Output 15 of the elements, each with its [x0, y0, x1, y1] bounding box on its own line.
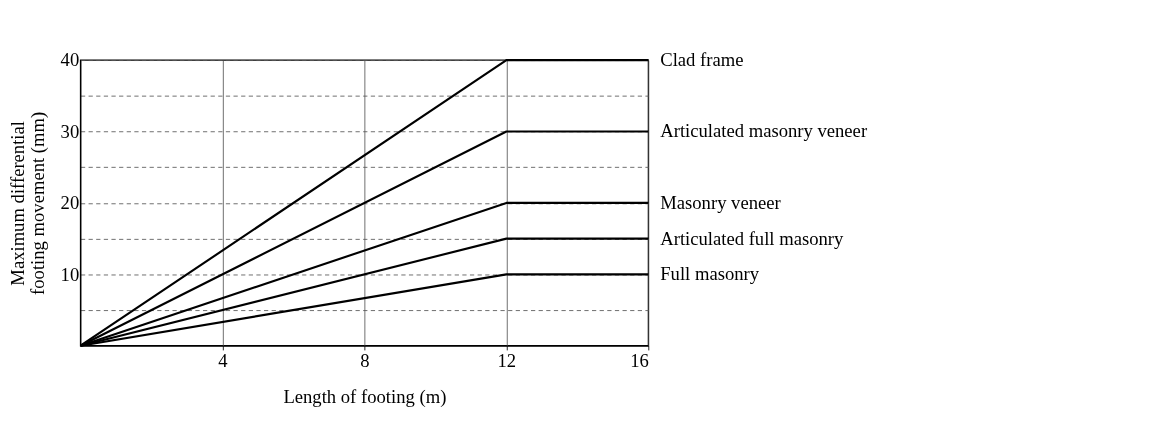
x-axis-title: Length of footing (m)	[283, 385, 447, 408]
x-tick-label: 12	[497, 349, 517, 371]
y-axis-title: Maximum differential footing movement (mm)	[7, 111, 50, 295]
x-tick-label: 4	[218, 349, 229, 371]
y-tick-label: 10	[60, 263, 80, 285]
series-label: Masonry veneer	[660, 191, 782, 213]
y-tick-label: 30	[60, 120, 80, 142]
x-tick-label: 16	[630, 349, 649, 371]
y-tick-label: 40	[60, 49, 80, 71]
series-label: Articulated masonry veneer	[660, 120, 868, 142]
series-label: Articulated full masonry	[660, 227, 845, 249]
series-label: Full masonry	[660, 263, 760, 285]
y-tick-label: 20	[60, 192, 80, 214]
x-tick-label: 8	[360, 349, 370, 371]
series-label: Clad frame	[660, 49, 744, 71]
